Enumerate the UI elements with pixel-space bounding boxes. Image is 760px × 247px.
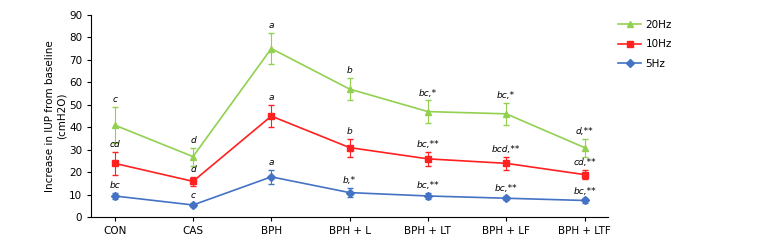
- Text: c: c: [191, 191, 195, 200]
- Text: bc,**: bc,**: [495, 184, 518, 193]
- Text: bc: bc: [109, 181, 120, 190]
- Text: b: b: [347, 66, 353, 75]
- Text: bc,*: bc,*: [419, 89, 437, 98]
- Text: cd,**: cd,**: [573, 158, 596, 167]
- Text: bcd,**: bcd,**: [492, 145, 521, 154]
- Text: b,*: b,*: [343, 176, 356, 185]
- Text: bc,**: bc,**: [416, 140, 439, 149]
- Text: c: c: [112, 95, 117, 104]
- Text: d,**: d,**: [575, 127, 594, 136]
- Text: cd: cd: [109, 140, 120, 149]
- Text: a: a: [268, 93, 274, 102]
- Y-axis label: Increase in IUP from baseline
(cmH2O): Increase in IUP from baseline (cmH2O): [45, 40, 66, 192]
- Text: a: a: [268, 21, 274, 30]
- Text: d: d: [190, 165, 196, 174]
- Text: bc,**: bc,**: [573, 186, 596, 196]
- Text: a: a: [268, 158, 274, 167]
- Text: d: d: [190, 136, 196, 145]
- Legend: 20Hz, 10Hz, 5Hz: 20Hz, 10Hz, 5Hz: [619, 20, 672, 69]
- Text: bc,**: bc,**: [416, 181, 439, 190]
- Text: bc,*: bc,*: [497, 91, 515, 100]
- Text: b: b: [347, 127, 353, 136]
